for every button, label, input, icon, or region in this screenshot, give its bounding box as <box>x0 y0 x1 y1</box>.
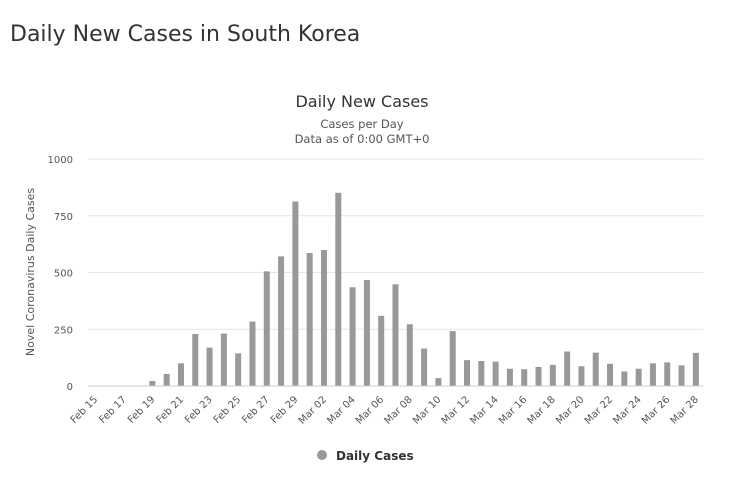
bar <box>521 369 528 386</box>
bar <box>621 371 628 386</box>
bar <box>464 360 471 386</box>
bar <box>392 284 399 386</box>
bar <box>349 287 356 386</box>
bar <box>635 368 642 386</box>
bars <box>120 192 699 386</box>
bar <box>607 363 614 386</box>
y-axis-title: Novel Coronavirus Daily Cases <box>24 188 37 356</box>
bar <box>163 373 170 386</box>
bar <box>149 381 156 386</box>
legend[interactable]: Daily Cases <box>317 449 414 463</box>
bar <box>535 366 542 386</box>
bar <box>206 347 213 386</box>
x-tick-label: Mar 16 <box>497 394 529 426</box>
x-tick-label: Mar 02 <box>297 394 329 426</box>
x-tick-label: Mar 12 <box>440 394 472 426</box>
bar <box>478 361 485 386</box>
bar <box>578 366 585 386</box>
legend-marker <box>317 450 327 460</box>
bar <box>220 333 227 386</box>
x-tick-label: Mar 24 <box>611 394 643 426</box>
bar <box>592 352 599 386</box>
x-tick-label: Feb 19 <box>126 394 158 426</box>
bar <box>492 361 499 386</box>
bar <box>320 250 327 386</box>
x-tick-label: Mar 20 <box>554 394 586 426</box>
bar <box>263 271 270 386</box>
bar <box>177 363 184 386</box>
bar <box>406 324 413 386</box>
x-tick-label: Mar 10 <box>411 394 443 426</box>
legend-label[interactable]: Daily Cases <box>336 449 414 463</box>
bar <box>363 279 370 386</box>
x-tick-label: Feb 15 <box>69 394 101 426</box>
x-tick-label: Mar 22 <box>583 394 615 426</box>
chart-subtitle-date: Data as of 0:00 GMT+0 <box>295 132 430 146</box>
x-tick-label: Mar 26 <box>640 394 672 426</box>
x-tick-label: Mar 28 <box>669 394 701 426</box>
bar <box>678 365 685 386</box>
bar <box>192 334 199 386</box>
x-tick-label: Feb 17 <box>97 394 129 426</box>
y-tick-label: 1000 <box>48 155 73 166</box>
x-tick-label: Mar 14 <box>468 394 500 426</box>
bar <box>378 315 385 386</box>
page-heading: Daily New Cases in South Korea <box>10 22 361 47</box>
x-tick-label: Feb 25 <box>212 394 244 426</box>
bar <box>235 353 242 386</box>
bar <box>249 321 256 386</box>
x-tick-label: Feb 29 <box>269 394 301 426</box>
y-tick-label: 750 <box>54 212 73 223</box>
bar <box>649 363 656 386</box>
y-axis-tick-labels: 0 250 500 750 1000 <box>48 155 73 393</box>
x-tick-label: Feb 21 <box>155 394 187 426</box>
bar <box>306 252 313 386</box>
x-tick-label: Mar 04 <box>325 394 357 426</box>
bar <box>435 378 442 386</box>
bar <box>549 364 556 386</box>
x-tick-label: Mar 08 <box>383 394 415 426</box>
chart-title: Daily New Cases <box>295 92 428 111</box>
chart-subtitle: Cases per Day <box>320 117 403 131</box>
y-tick-label: 0 <box>67 382 73 393</box>
bar <box>449 331 456 386</box>
bar <box>564 351 571 386</box>
x-tick-label: Mar 18 <box>526 394 558 426</box>
x-tick-label: Feb 23 <box>183 394 215 426</box>
bar <box>506 368 513 386</box>
y-tick-label: 250 <box>54 325 73 336</box>
x-tick-label: Mar 06 <box>354 394 386 426</box>
y-tick-label: 500 <box>54 269 73 280</box>
bar <box>664 362 671 386</box>
bar <box>278 256 285 386</box>
gridlines <box>88 158 703 330</box>
bar <box>692 352 699 386</box>
bar <box>292 201 299 386</box>
x-tick-label: Feb 27 <box>240 394 272 426</box>
bar <box>335 192 342 386</box>
bar <box>421 348 428 386</box>
